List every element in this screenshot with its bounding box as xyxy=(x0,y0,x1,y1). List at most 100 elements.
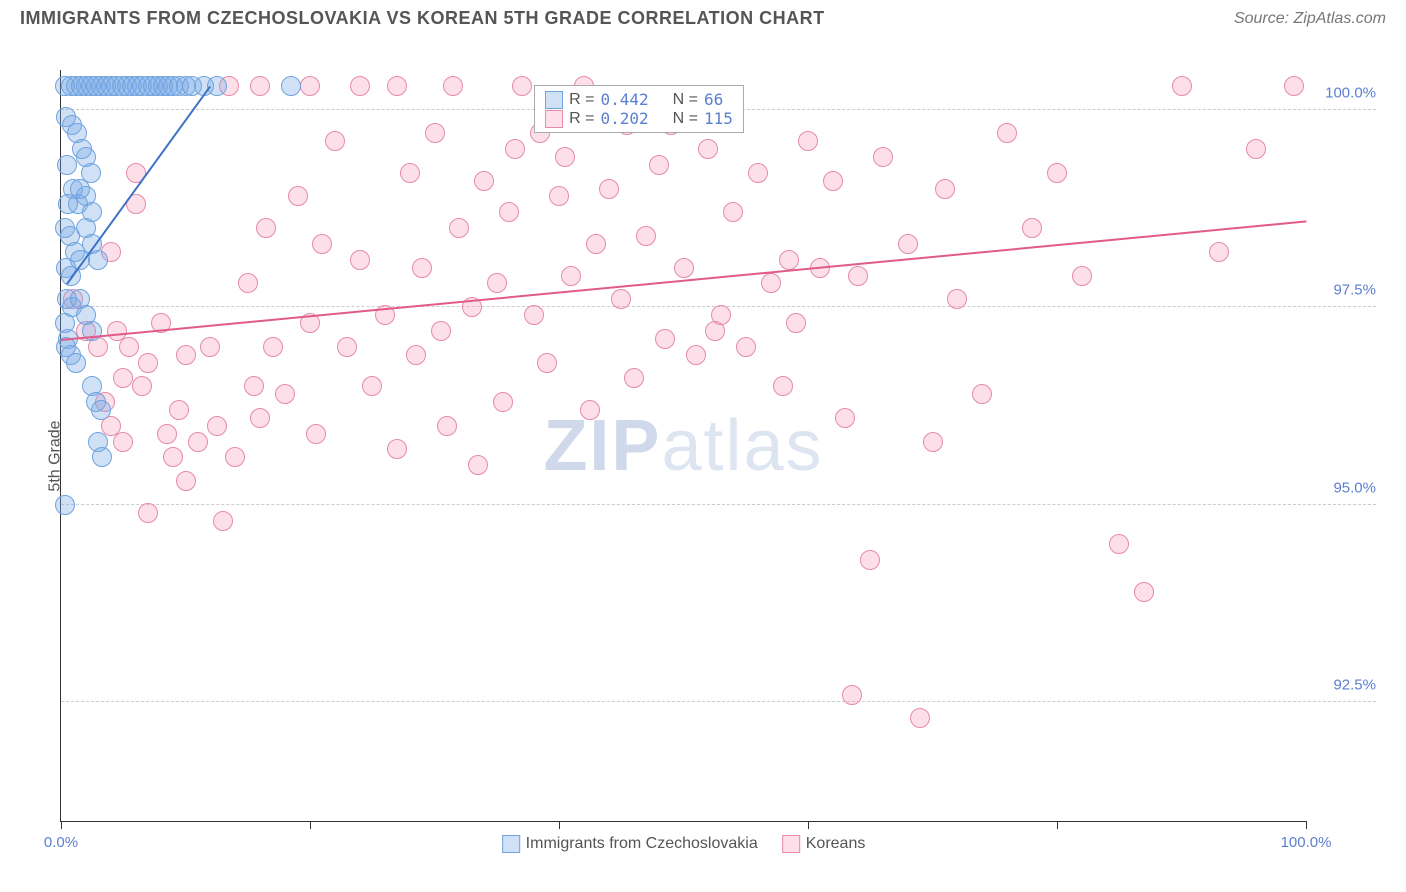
data-point xyxy=(256,218,276,238)
data-point xyxy=(113,368,133,388)
data-point xyxy=(1246,139,1266,159)
data-point xyxy=(910,708,930,728)
x-tick xyxy=(808,821,809,829)
data-point xyxy=(213,511,233,531)
source-label: Source: ZipAtlas.com xyxy=(1234,10,1386,28)
x-tick-label: 100.0% xyxy=(1281,834,1332,851)
data-point xyxy=(250,408,270,428)
data-point xyxy=(1109,534,1129,554)
x-tick-label: 0.0% xyxy=(44,834,78,851)
y-tick-label: 95.0% xyxy=(1316,479,1376,496)
data-point xyxy=(157,424,177,444)
data-point xyxy=(555,147,575,167)
legend-r-label: R = xyxy=(569,110,594,128)
data-point xyxy=(113,432,133,452)
data-point xyxy=(91,400,111,420)
data-point xyxy=(57,155,77,175)
legend-r-value: 0.202 xyxy=(600,109,648,128)
data-point xyxy=(997,123,1017,143)
chart-container: 5th Grade ZIPatlas Immigrants from Czech… xyxy=(20,40,1386,872)
data-point xyxy=(119,337,139,357)
data-point xyxy=(723,202,743,222)
data-point xyxy=(935,179,955,199)
data-point xyxy=(449,218,469,238)
data-point xyxy=(823,171,843,191)
data-point xyxy=(761,273,781,293)
data-point xyxy=(443,76,463,96)
bottom-legend-item: Immigrants from Czechoslovakia xyxy=(502,835,758,853)
legend-n-value: 66 xyxy=(704,90,723,109)
data-point xyxy=(300,76,320,96)
data-point xyxy=(537,353,557,373)
data-point xyxy=(176,471,196,491)
data-point xyxy=(786,313,806,333)
data-point xyxy=(524,305,544,325)
chart-title: IMMIGRANTS FROM CZECHOSLOVAKIA VS KOREAN… xyxy=(20,8,825,29)
bottom-legend: Immigrants from CzechoslovakiaKoreans xyxy=(502,835,866,853)
data-point xyxy=(263,337,283,357)
legend-row: R =0.442N = 66 xyxy=(545,90,733,109)
data-point xyxy=(580,400,600,420)
data-point xyxy=(848,266,868,286)
data-point xyxy=(1284,76,1304,96)
data-point xyxy=(773,376,793,396)
data-point xyxy=(493,392,513,412)
data-point xyxy=(312,234,332,254)
legend-r-value: 0.442 xyxy=(600,90,648,109)
data-point xyxy=(92,447,112,467)
data-point xyxy=(225,447,245,467)
plot-area: ZIPatlas Immigrants from CzechoslovakiaK… xyxy=(60,70,1306,822)
legend-n-label: N = xyxy=(673,110,698,128)
data-point xyxy=(132,376,152,396)
data-point xyxy=(947,289,967,309)
data-point xyxy=(711,305,731,325)
data-point xyxy=(1072,266,1092,286)
legend-series-label: Immigrants from Czechoslovakia xyxy=(526,835,758,853)
legend-swatch xyxy=(782,835,800,853)
data-point xyxy=(281,76,301,96)
data-point xyxy=(923,432,943,452)
data-point xyxy=(972,384,992,404)
data-point xyxy=(306,424,326,444)
data-point xyxy=(425,123,445,143)
data-point xyxy=(350,250,370,270)
data-point xyxy=(1209,242,1229,262)
data-point xyxy=(1022,218,1042,238)
data-point xyxy=(288,186,308,206)
data-point xyxy=(406,345,426,365)
legend-row: R = 0.202 N = 115 xyxy=(545,109,733,128)
data-point xyxy=(474,171,494,191)
y-tick-label: 92.5% xyxy=(1316,677,1376,694)
data-point xyxy=(599,179,619,199)
data-point xyxy=(250,76,270,96)
data-point xyxy=(624,368,644,388)
data-point xyxy=(350,76,370,96)
legend-n-value: 115 xyxy=(704,109,733,128)
y-tick-label: 100.0% xyxy=(1316,84,1376,101)
data-point xyxy=(779,250,799,270)
data-point xyxy=(649,155,669,175)
data-point xyxy=(238,273,258,293)
data-point xyxy=(798,131,818,151)
data-point xyxy=(636,226,656,246)
data-point xyxy=(188,432,208,452)
data-point xyxy=(835,408,855,428)
data-point xyxy=(674,258,694,278)
data-point xyxy=(66,353,86,373)
legend-n-label: N = xyxy=(673,91,698,109)
data-point xyxy=(431,321,451,341)
data-point xyxy=(1047,163,1067,183)
data-point xyxy=(412,258,432,278)
data-point xyxy=(88,250,108,270)
data-point xyxy=(512,76,532,96)
legend-swatch xyxy=(502,835,520,853)
data-point xyxy=(207,416,227,436)
data-point xyxy=(244,376,264,396)
data-point xyxy=(82,202,102,222)
data-point xyxy=(499,202,519,222)
data-point xyxy=(400,163,420,183)
x-tick xyxy=(61,821,62,829)
data-point xyxy=(200,337,220,357)
data-point xyxy=(1134,582,1154,602)
data-point xyxy=(163,447,183,467)
